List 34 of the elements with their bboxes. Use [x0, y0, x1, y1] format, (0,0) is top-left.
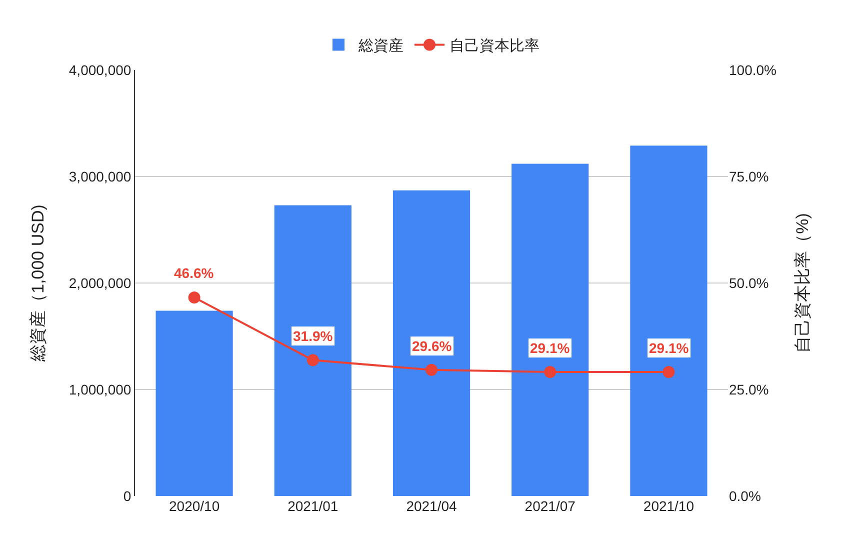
y-tick-label: 0	[123, 488, 132, 504]
x-tick-label: 2021/01	[288, 498, 338, 514]
y-tick-label: 4,000,000	[68, 62, 132, 78]
data-label: 31.9%	[293, 328, 334, 344]
x-tick-label: 2021/10	[643, 498, 694, 514]
x-tick-label: 2020/10	[168, 498, 220, 514]
y2-tick-label: 75.0%	[729, 168, 769, 184]
bar	[274, 205, 352, 496]
point	[544, 366, 556, 378]
point	[188, 291, 200, 304]
x-tick-label: 2021/04	[406, 498, 458, 514]
y2-tick-label: 25.0%	[729, 381, 769, 398]
y-axis-title: 総資産（1,000 USD)	[28, 204, 48, 362]
y-tick-label: 3,000,000	[68, 168, 132, 184]
x-tick-label: 2021/07	[524, 498, 576, 514]
y2-tick-label: 50.0%	[729, 274, 769, 291]
data-label: 46.6%	[174, 265, 214, 281]
y2-tick-label: 0.0%	[729, 488, 761, 504]
data-label: 29.1%	[649, 340, 690, 356]
y-tick-label: 2,000,000	[68, 274, 132, 291]
bar	[156, 310, 233, 496]
point	[426, 364, 438, 376]
bar	[392, 190, 470, 496]
y2-axis-title: 自己資本比率（%)	[792, 213, 812, 353]
bar	[630, 146, 708, 496]
legend-label: 自己資本比率	[450, 38, 540, 55]
point	[662, 366, 675, 378]
data-label: 29.6%	[412, 338, 452, 354]
point	[306, 354, 319, 366]
y2-tick-label: 100.0%	[729, 62, 776, 78]
bar	[512, 164, 589, 496]
legend-label: 総資産	[358, 38, 404, 55]
data-label: 29.1%	[530, 340, 570, 356]
y-tick-label: 1,000,000	[68, 381, 132, 398]
